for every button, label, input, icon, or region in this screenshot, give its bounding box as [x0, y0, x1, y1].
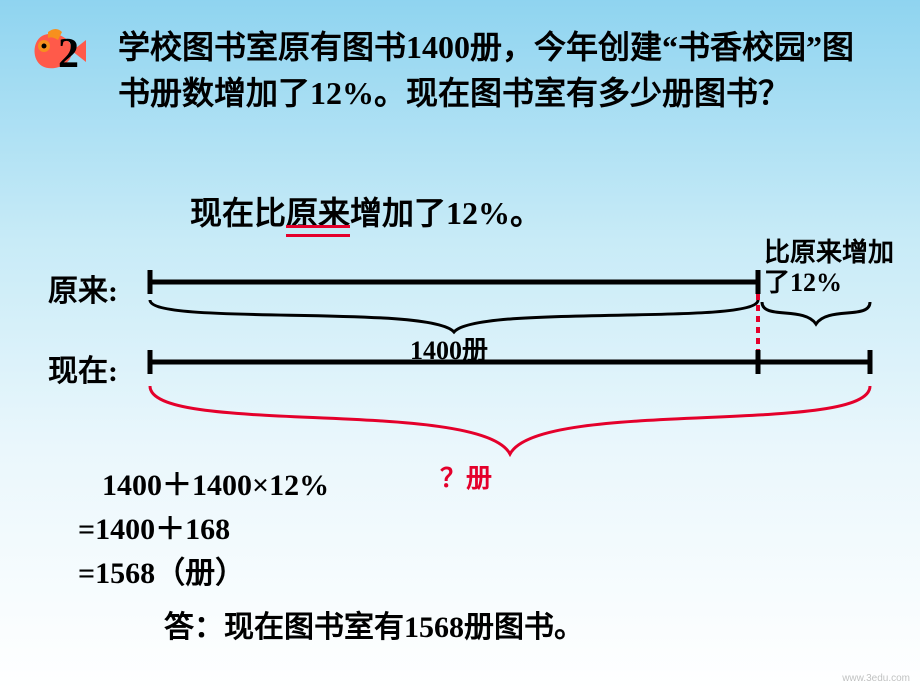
answer-line: 答：现在图书室有1568册图书。 [164, 602, 584, 646]
slide: 2 学校图书室原有图书1400册，今年创建“书香校园”图书册数增加了12%。现在… [0, 0, 920, 690]
calculation: 1400＋1400×12% =1400＋168 =1568（册） [78, 464, 329, 596]
question-label: ？册 [440, 458, 492, 495]
value-1400: 1400册 [410, 330, 488, 367]
calc-line1: 1400＋1400×12% [78, 464, 329, 508]
calc-line2: =1400＋168 [78, 508, 329, 552]
watermark: www.3edu.com [842, 673, 910, 684]
calc-line3: =1568（册） [78, 552, 329, 596]
